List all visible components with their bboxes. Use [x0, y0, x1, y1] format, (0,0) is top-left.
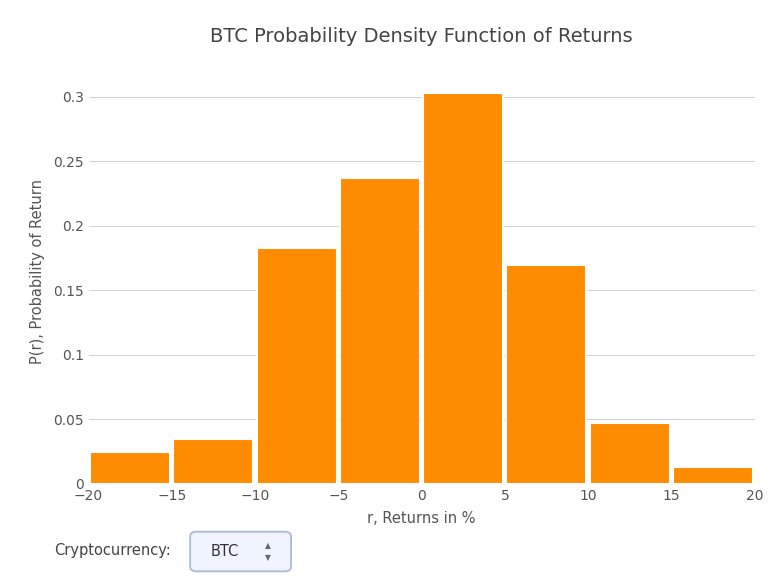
Text: ▼: ▼: [265, 553, 271, 562]
X-axis label: r, Returns in %: r, Returns in %: [367, 511, 476, 526]
Text: Cryptocurrency:: Cryptocurrency:: [54, 543, 171, 559]
Title: BTC Probability Density Function of Returns: BTC Probability Density Function of Retu…: [210, 27, 633, 45]
Bar: [90, 452, 170, 484]
Y-axis label: P(r), Probability of Return: P(r), Probability of Return: [29, 178, 45, 364]
Text: BTC: BTC: [210, 544, 239, 559]
Bar: [590, 423, 670, 484]
Bar: [673, 467, 753, 484]
Bar: [340, 178, 420, 484]
Text: ▲: ▲: [265, 541, 271, 550]
Bar: [507, 265, 587, 484]
Bar: [173, 439, 253, 484]
Bar: [424, 93, 503, 484]
Bar: [256, 248, 336, 484]
